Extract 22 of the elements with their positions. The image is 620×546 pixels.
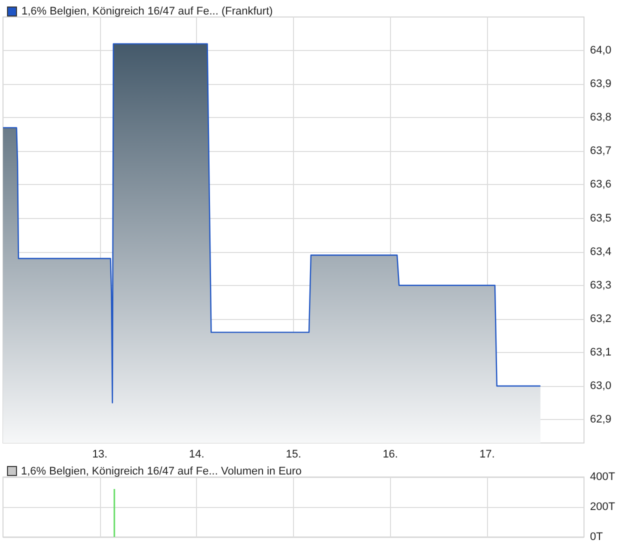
x-tick-label: 15. (286, 448, 302, 460)
legend-label: 1,6% Belgien, Königreich 16/47 auf Fe... (Frankfurt) (22, 6, 273, 18)
x-tick-label: 16. (382, 448, 398, 460)
x-tick-label: 14. (189, 448, 204, 460)
y-tick-label: 63,5 (590, 212, 612, 224)
y-tick-label: 0T (590, 531, 604, 543)
y-tick-label: 63,8 (590, 112, 612, 124)
x-tick-label: 13. (92, 448, 108, 460)
y-tick-label: 63,1 (590, 346, 612, 358)
y-tick-label: 63,6 (590, 178, 612, 191)
y-tick-label: 63,9 (590, 78, 612, 90)
y-tick-label: 62,9 (590, 414, 612, 426)
y-tick-label: 63,7 (590, 145, 612, 158)
y-tick-label: 63,4 (590, 246, 612, 258)
y-tick-label: 63,3 (590, 279, 612, 292)
y-tick-label: 200T (590, 501, 616, 513)
y-tick-label: 63,0 (590, 380, 612, 392)
y-tick-label: 64,0 (590, 44, 612, 57)
y-tick-label: 400T (590, 471, 616, 483)
x-tick-label: 17. (480, 448, 495, 460)
text: 1,6% Belgien, Königreich 16/47 auf Fe... Volumen in Euro (21, 466, 302, 478)
y-tick-label: 63,2 (590, 312, 612, 325)
